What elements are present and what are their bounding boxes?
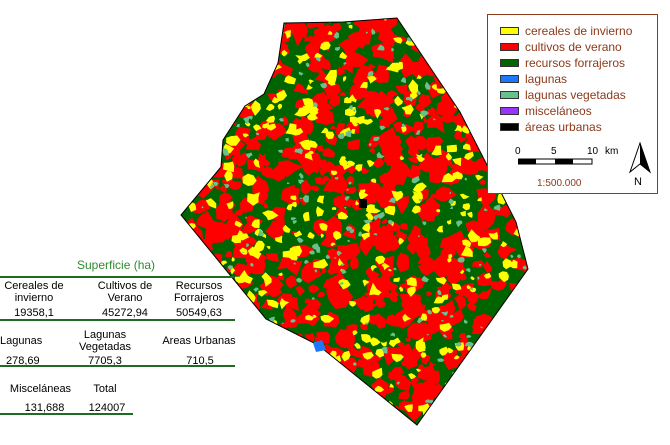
legend-swatch [500,91,519,99]
legend-label: cultivos de verano [525,40,622,54]
legend-swatch [500,59,519,67]
legend-item-urbanas: áreas urbanas [500,120,602,134]
header-miscelaneas: Misceláneas [9,383,72,395]
scale-tick-10: 10 [587,146,599,157]
district-boundary [180,17,529,426]
legend-label: áreas urbanas [525,120,602,134]
value-lagunas: 278,69 [6,355,40,367]
value-forrajeros: 50549,63 [176,307,222,319]
legend-swatch [500,107,519,115]
value-total: 124007 [88,402,126,414]
table-rule [0,413,133,415]
legend-item-cereales: cereales de invierno [500,24,632,38]
legend-swatch [500,27,519,35]
legend-label: lagunas [525,72,568,86]
value-lagunas-vegetadas: 7705,3 [88,355,122,367]
value-cereales: 19358,1 [14,307,54,319]
table-rule [0,319,235,321]
north-label: N [634,176,642,188]
legend-label: recursos forrajeros [525,56,626,70]
legend-item-lagunas: lagunas [500,72,567,86]
table-rule [0,276,235,278]
legend-item-cultivos: cultivos de verano [500,40,622,54]
scale-bar [518,158,593,165]
legend-swatch [500,43,519,51]
north-arrow-icon [628,142,652,174]
legend-item-forrajeros: recursos forrajeros [500,56,625,70]
map-legend: cereales de invierno cultivos de verano … [487,14,658,194]
header-total: Total [93,383,117,395]
header-forrajeros: Recursos Forrajeros [173,280,225,304]
legend-swatch [500,75,519,83]
legend-item-miscelaneos: misceláneos [500,104,592,118]
table-title: Superficie (ha) [77,258,156,272]
legend-item-lagunas-vegetadas: lagunas vegetadas [500,88,626,102]
legend-label: misceláneos [525,104,592,118]
scale-tick-0: 0 [515,146,521,157]
value-miscelaneas: 131,688 [24,402,65,414]
value-urbanas: 710,5 [186,355,214,367]
urban-area-marker [359,199,367,208]
header-cultivos: Cultivos de Verano [97,280,153,304]
header-cereales: Cereales de invierno [4,280,64,304]
header-urbanas: Areas Urbanas [162,335,236,347]
legend-label: lagunas vegetadas [525,88,626,102]
value-cultivos: 45272,94 [102,307,148,319]
lagunas-markers [313,340,326,352]
table-rule [0,365,235,367]
scale-tick-5: 5 [551,146,557,157]
scale-ratio: 1:500.000 [537,178,582,189]
header-lagunas: Lagunas [0,335,43,347]
legend-label: cereales de invierno [525,24,633,38]
legend-swatch [500,123,519,131]
scale-unit: km [605,146,619,157]
header-lagunas-vegetadas: Lagunas Vegetadas [79,329,131,353]
